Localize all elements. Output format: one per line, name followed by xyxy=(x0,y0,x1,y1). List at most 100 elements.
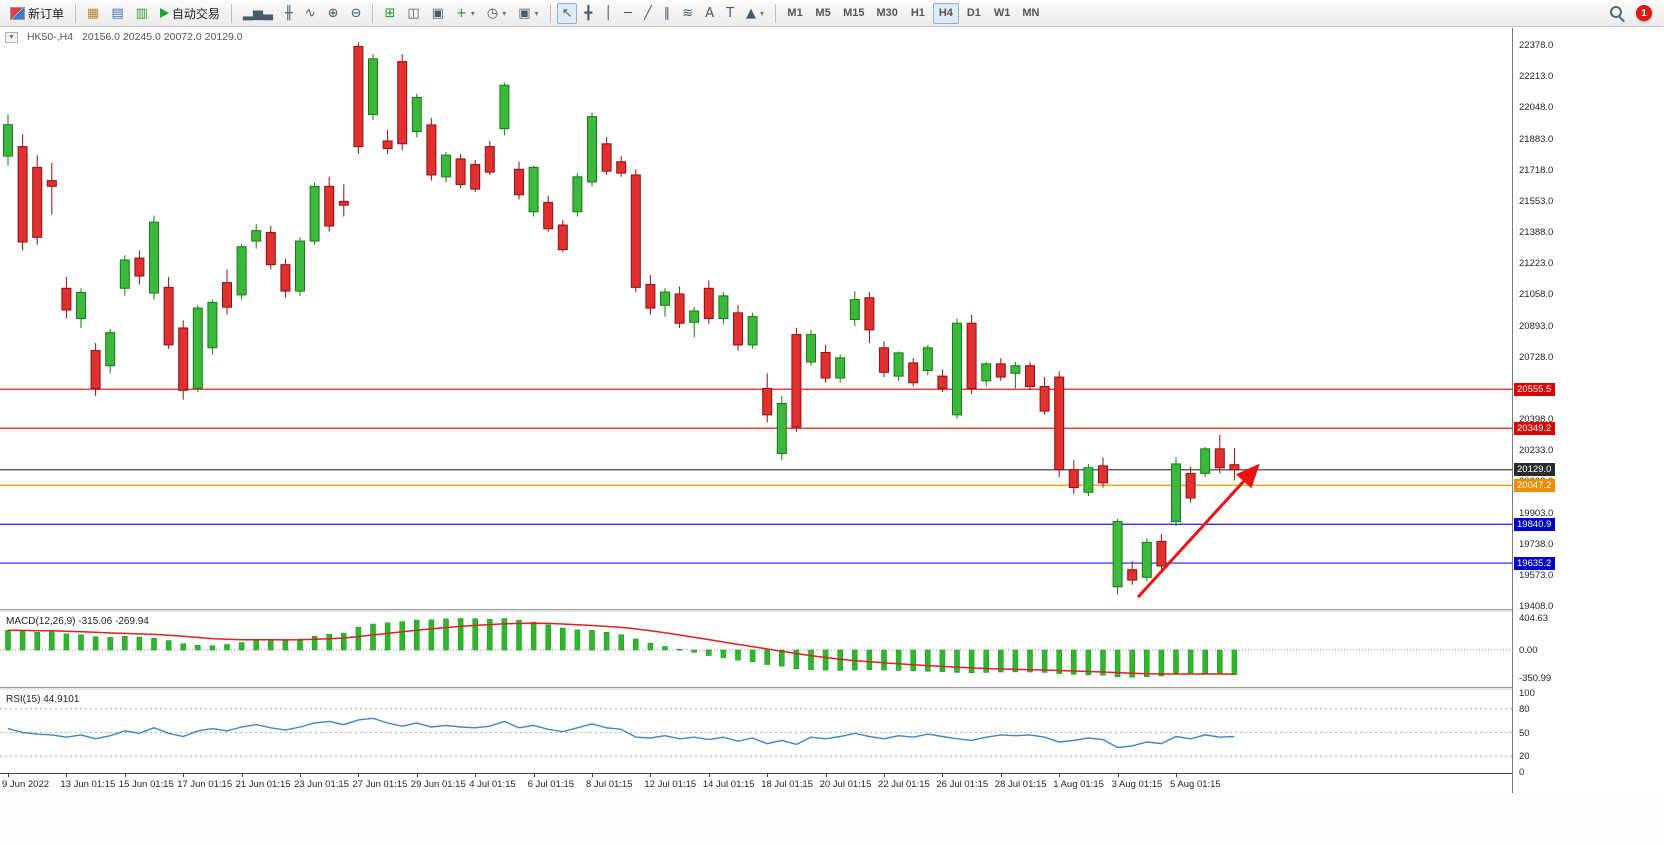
time-axis-label: 6 Jul 01:15 xyxy=(527,779,575,790)
cascade-windows-button[interactable]: ◫ xyxy=(402,3,424,24)
new-chart-dropdown-icon[interactable]: ▾ xyxy=(470,8,475,18)
vertical-line-button[interactable]: │ xyxy=(599,3,617,24)
time-axis-label: 8 Jul 01:15 xyxy=(586,779,633,790)
macd-scale-label: 0.00 xyxy=(1519,645,1538,656)
timeframe-mn[interactable]: MN xyxy=(1017,3,1044,24)
cursor-button[interactable]: ↖ xyxy=(556,2,578,24)
time-axis-label: 27 Jun 01:15 xyxy=(352,779,408,790)
timeframe-d1[interactable]: D1 xyxy=(961,3,987,24)
shapes-button[interactable]: ▲ ▾ xyxy=(741,3,769,24)
time-axis-label: 29 Jun 01:15 xyxy=(410,779,466,790)
timeframe-w1[interactable]: W1 xyxy=(989,3,1016,24)
auto-arrange-icon: ▣ xyxy=(431,5,444,21)
panel-icons-group: ▦ ▤ ▥ xyxy=(81,3,154,24)
market-watch-button[interactable]: ▦ xyxy=(82,3,104,24)
search-icon[interactable] xyxy=(1609,5,1626,22)
trendline-button[interactable]: ╱ xyxy=(639,3,657,24)
main-toolbar: 新订单 ▦ ▤ ▥ 自动交易 ▂▅▃ ╫ ∿ ⊕ ⊖ ⊞ ◫ ▣ + ▾ ◷ ▾ ▣ ▾ ↖ ╋ │ ─ ╱ ∥ ≋… xyxy=(0,0,1664,27)
snapshot-button[interactable]: ▣ ▾ xyxy=(513,3,543,24)
time-axis-tick xyxy=(8,774,9,777)
price-axis-label: 20398.0 xyxy=(1519,414,1554,425)
auto-trading-icon xyxy=(159,8,169,18)
new-chart-icon: + xyxy=(455,5,467,21)
time-axis-label: 15 Jun 01:15 xyxy=(118,779,174,790)
cursor-icon: ↖ xyxy=(561,5,573,21)
toolbar-separator xyxy=(549,3,551,23)
tile-windows-button[interactable]: ⊞ xyxy=(379,3,400,24)
crosshair-button[interactable]: ╋ xyxy=(579,3,597,24)
timeframe-m30[interactable]: M30 xyxy=(871,3,902,24)
toolbar-separator xyxy=(775,3,777,23)
time-axis-label: 13 Jun 01:15 xyxy=(60,779,116,790)
price-axis-label: 19903.0 xyxy=(1519,507,1554,519)
time-axis-label: 20 Jul 01:15 xyxy=(819,779,872,790)
line-chart-button[interactable]: ∿ xyxy=(300,3,321,24)
zoom-out-button[interactable]: ⊖ xyxy=(346,3,367,24)
navigator-icon: ▤ xyxy=(111,5,124,21)
toolbar-separator xyxy=(75,3,77,23)
notification-badge[interactable]: 1 xyxy=(1636,5,1652,21)
navigator-button[interactable]: ▤ xyxy=(106,3,128,24)
rsi-label: RSI(15) 44.9101 xyxy=(6,694,80,705)
text-label-icon: T xyxy=(726,5,735,21)
new-order-button[interactable]: 新订单 xyxy=(5,3,69,24)
time-axis-tick xyxy=(533,774,535,777)
shapes-dropdown-icon[interactable]: ▾ xyxy=(760,8,765,18)
horizontal-line-button[interactable]: ─ xyxy=(619,3,637,24)
toolbar-right: 1 xyxy=(1609,5,1660,22)
time-axis-label: 22 Jul 01:15 xyxy=(878,779,930,790)
timeframe-h1[interactable]: H1 xyxy=(905,3,931,24)
price-axis-label: 21388.0 xyxy=(1519,227,1554,238)
candlestick-chart[interactable] xyxy=(0,28,1512,609)
timeframe-m5[interactable]: M5 xyxy=(810,3,836,24)
macd-scale-label: -350.99 xyxy=(1519,672,1552,684)
text-button[interactable]: A xyxy=(700,3,719,24)
equidistant-channel-button[interactable]: ∥ xyxy=(659,3,676,24)
price-badge: 20129.0 xyxy=(1514,463,1556,477)
time-axis-tick xyxy=(592,774,593,777)
time-axis-tick xyxy=(942,774,944,777)
bar-chart-button[interactable]: ▂▅▃ xyxy=(238,3,278,24)
auto-arrange-button[interactable]: ▣ xyxy=(427,3,449,24)
new-chart-button[interactable]: + ▾ xyxy=(451,3,480,24)
panel-splitter[interactable] xyxy=(0,609,1664,613)
zoom-out-icon: ⊖ xyxy=(350,5,362,21)
terminal-icon: ▥ xyxy=(135,5,148,21)
rsi-scale-label: 100 xyxy=(1519,688,1535,699)
crosshair-icon: ╋ xyxy=(584,5,593,21)
cascade-windows-icon: ◫ xyxy=(407,5,420,21)
fibonacci-button[interactable]: ≋ xyxy=(677,3,698,24)
rsi-scale-label: 50 xyxy=(1519,727,1530,739)
price-axis-label: 20893.0 xyxy=(1519,320,1554,332)
macd-values: -315.06 -269.94 xyxy=(78,616,149,627)
rsi-indicator-panel[interactable] xyxy=(0,691,1512,773)
timeframe-group: M1 M5 M15 M30 H1 H4 D1 W1 MN xyxy=(781,2,1045,24)
candlestick-chart-button[interactable]: ╫ xyxy=(280,3,298,24)
time-axis[interactable]: 9 Jun 2022 13 Jun 01:15 15 Jun 01:15 17 Jun… xyxy=(0,773,1664,793)
time-axis-label: 26 Jul 01:15 xyxy=(936,779,989,790)
timeframe-m15[interactable]: M15 xyxy=(838,3,869,24)
auto-trading-button[interactable]: 自动交易 xyxy=(155,3,225,24)
zoom-in-button[interactable]: ⊕ xyxy=(323,3,344,24)
auto-scroll-button[interactable]: ◷ ▾ xyxy=(482,3,511,24)
macd-indicator-panel[interactable] xyxy=(0,613,1512,687)
auto-scroll-dropdown-icon[interactable]: ▾ xyxy=(502,8,507,18)
snapshot-dropdown-icon[interactable]: ▾ xyxy=(534,8,539,18)
terminal-button[interactable]: ▥ xyxy=(131,3,153,24)
price-axis-label: 22213.0 xyxy=(1519,71,1554,83)
timeframe-m1[interactable]: M1 xyxy=(782,3,808,24)
price-axis[interactable]: 22378.0 22213.0 22048.0 21883.0 21718.0 21553… xyxy=(1512,28,1664,793)
equidistant-channel-icon: ∥ xyxy=(663,5,671,21)
ohlc-quote: 20156.0 20245.0 20072.0 20129.0 xyxy=(82,31,243,43)
rsi-scale-label: 0 xyxy=(1519,767,1525,778)
panel-splitter[interactable] xyxy=(0,687,1664,691)
tile-windows-icon: ⊞ xyxy=(384,5,396,21)
time-axis-label: 1 Aug 01:15 xyxy=(1053,779,1104,790)
chart-type-icons-group: ▂▅▃ ╫ ∿ xyxy=(237,3,322,24)
timeframe-h4[interactable]: H4 xyxy=(932,2,959,24)
time-axis-tick xyxy=(650,774,652,777)
time-axis-tick xyxy=(1000,774,1002,777)
time-axis-tick xyxy=(825,774,827,777)
text-label-button[interactable]: T xyxy=(721,3,739,24)
collapse-panel-icon[interactable]: ▼ xyxy=(5,31,18,43)
